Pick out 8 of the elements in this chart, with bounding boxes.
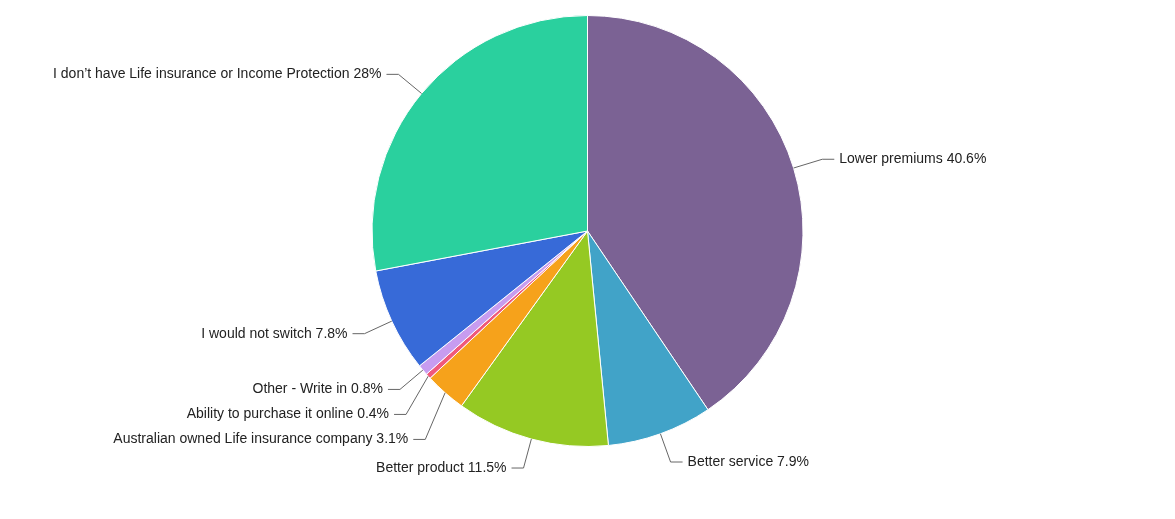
slice-label: Lower premiums 40.6% [839, 150, 987, 167]
slice-label: I don’t have Life insurance or Income Protection 28% [53, 65, 382, 82]
slice-label: Better service 7.9% [687, 452, 809, 469]
slice-label: Better product 11.5% [376, 458, 507, 475]
slice-label: Other - Write in 0.8% [252, 380, 383, 397]
slice-label: Ability to purchase it online 0.4% [186, 405, 390, 422]
slice-label: Australian owned Life insurance company 3.1% [113, 430, 409, 447]
slice-label: I would not switch 7.8% [201, 324, 348, 341]
